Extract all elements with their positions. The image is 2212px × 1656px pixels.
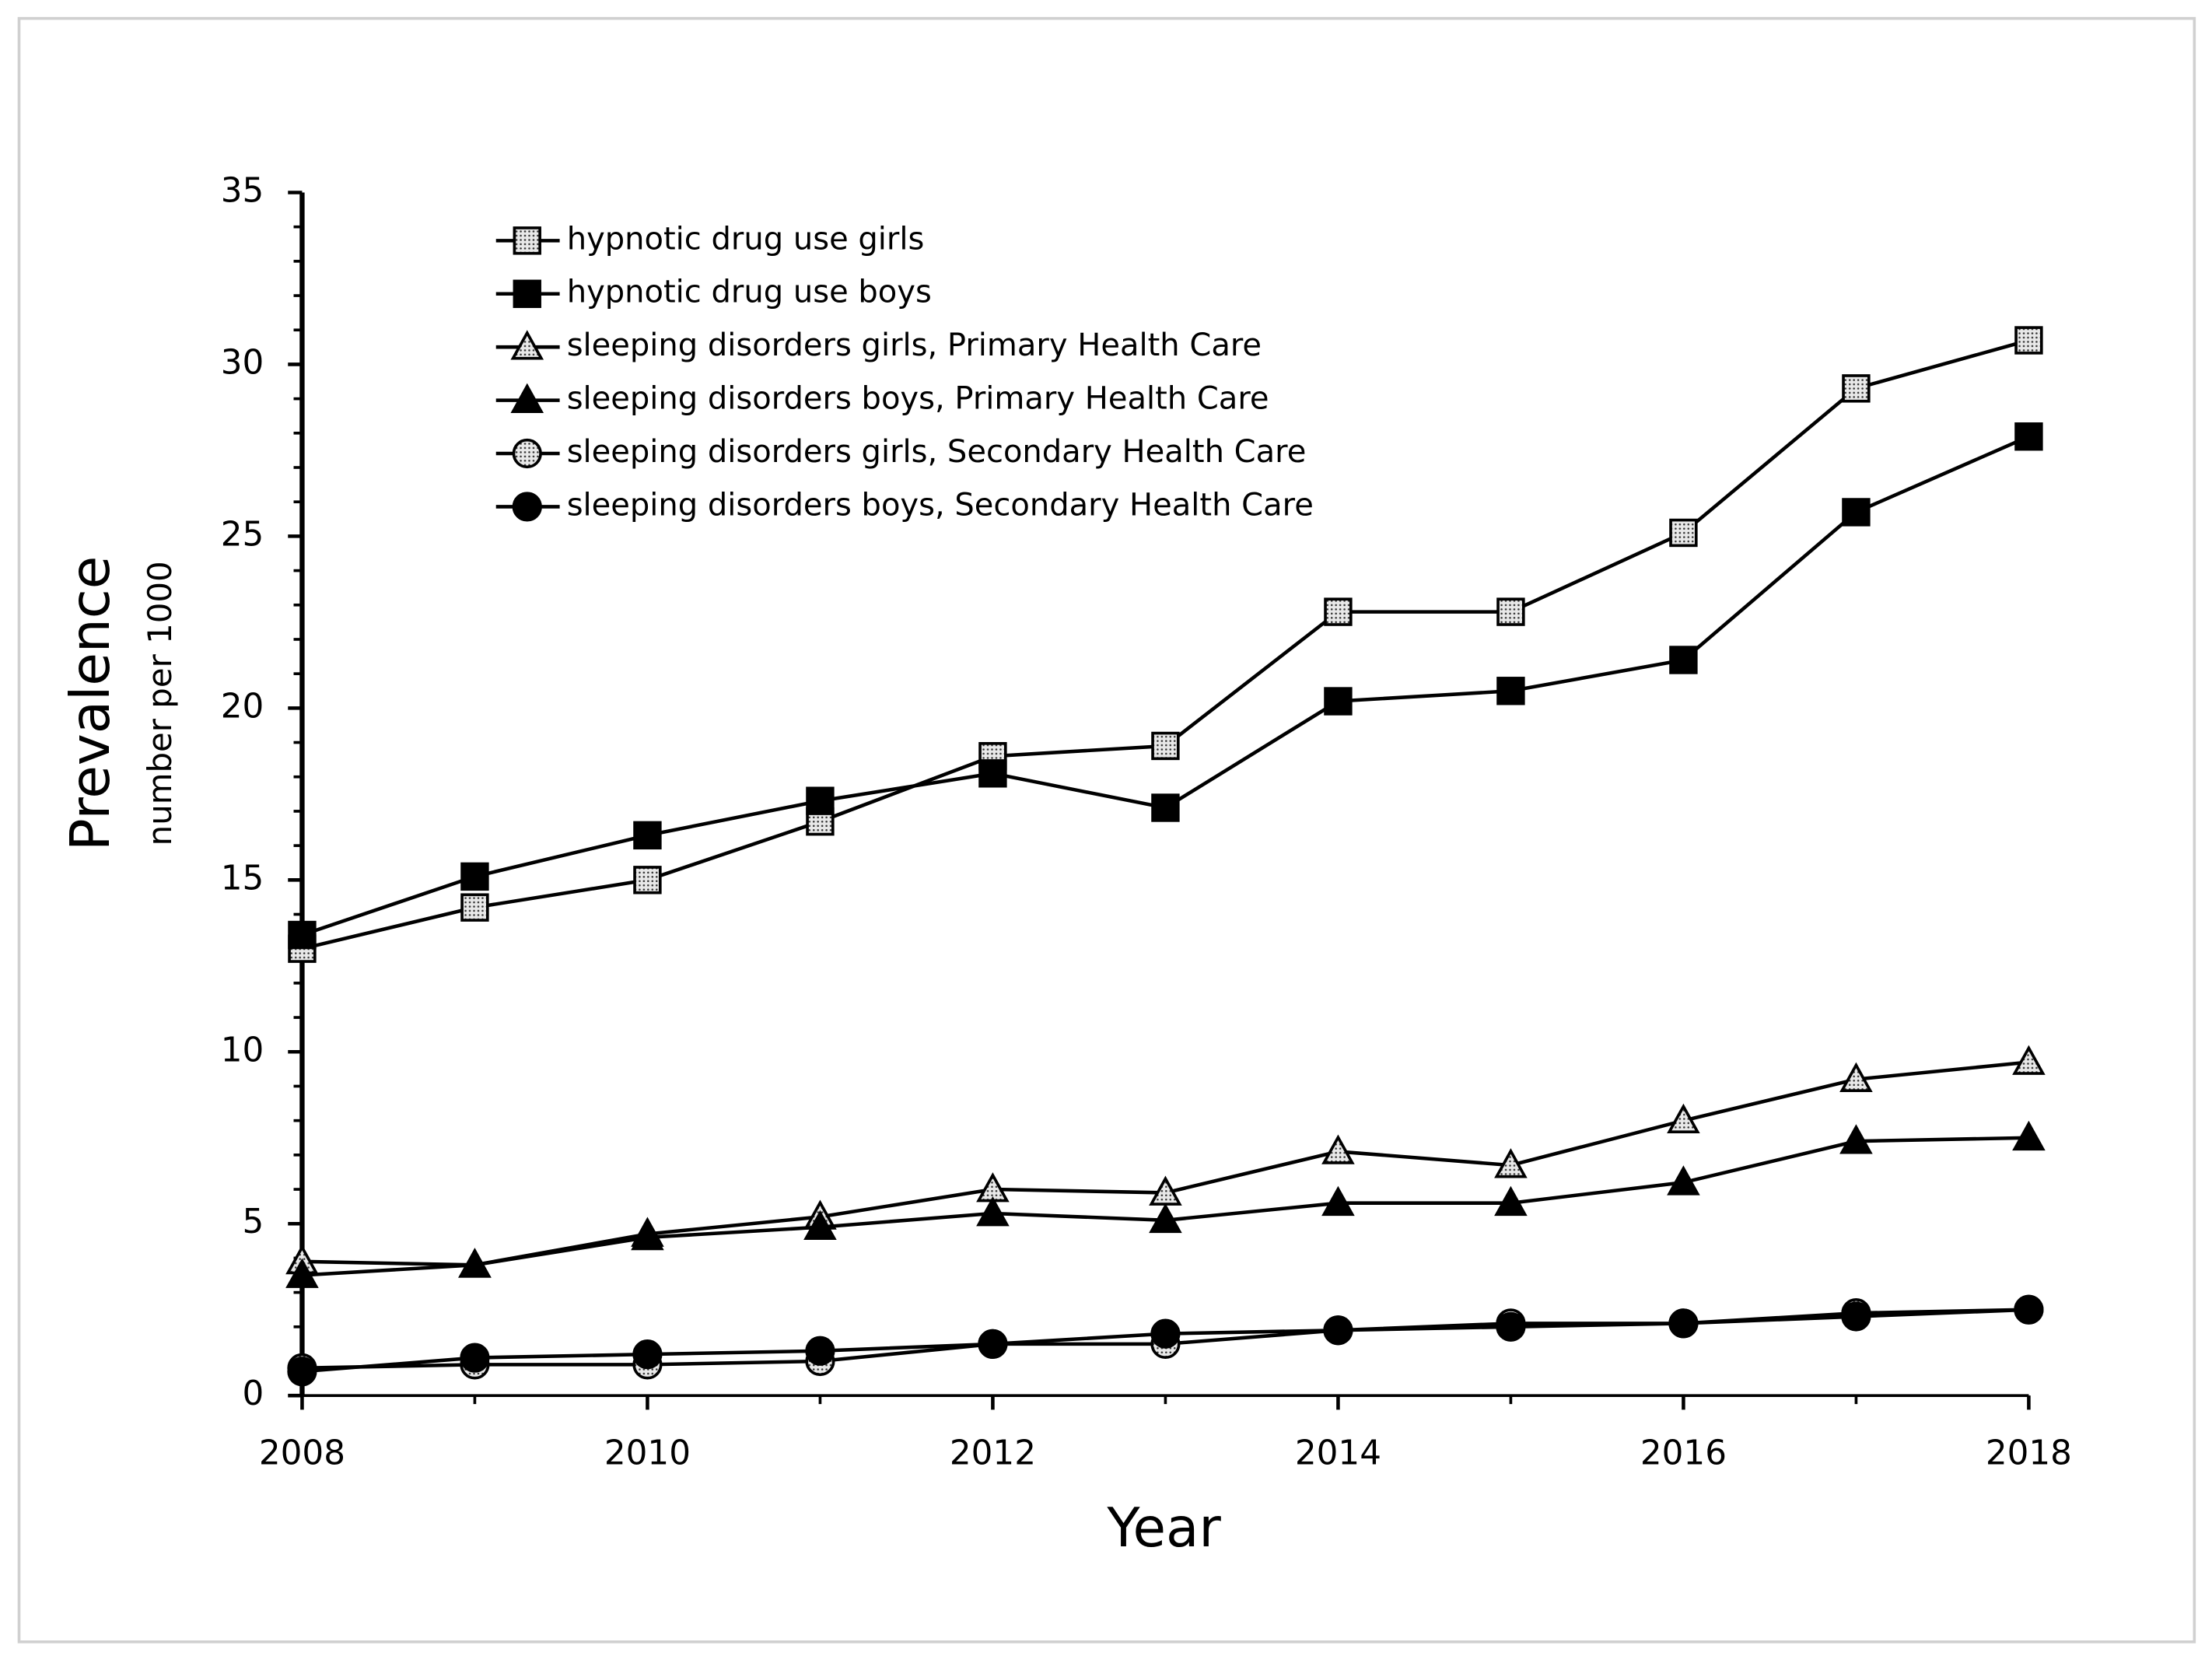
y-tick-label: 30 [221,342,264,382]
marker [632,1339,663,1370]
marker [2014,422,2043,451]
marker [1494,1148,1528,1178]
marker [805,1336,835,1366]
x-tick-label: 2018 [1986,1434,2072,1473]
marker [2014,1294,2044,1325]
y-axis-sublabel: number per 1000 [141,561,179,846]
marker [1669,518,1698,548]
marker [1151,793,1180,822]
legend-marker [510,383,544,413]
marker [287,1357,317,1387]
marker [460,862,489,891]
legend-marker [512,492,542,522]
legend-marker [513,279,541,308]
marker [803,1210,837,1241]
x-tick-label: 2008 [259,1434,345,1473]
legend-label: sleeping disorders boys, Secondary Healt… [567,487,1314,523]
marker [1841,1301,1871,1332]
marker [1324,687,1353,716]
marker [1324,597,1353,626]
marker [1667,1165,1700,1196]
x-tick-label: 2012 [950,1434,1036,1473]
marker [1669,646,1698,674]
marker [1842,498,1871,527]
x-tick-label: 2016 [1640,1434,1727,1473]
marker [1667,1103,1700,1134]
marker [806,786,835,815]
marker [1839,1124,1873,1154]
marker [458,1248,492,1278]
x-tick-label: 2014 [1295,1434,1381,1473]
marker [1496,1311,1526,1342]
x-tick-label: 2010 [604,1434,691,1473]
marker [1321,1185,1355,1217]
marker [460,1343,490,1373]
marker [285,1258,319,1288]
series [285,1120,2046,1288]
marker [2012,1120,2046,1151]
marker [976,1196,1010,1227]
marker [460,893,489,922]
marker [2012,1045,2046,1075]
marker [288,920,317,950]
y-tick-label: 10 [221,1030,264,1070]
marker [1496,677,1525,705]
marker [1150,1318,1181,1349]
y-tick-label: 25 [221,514,264,554]
series [287,1294,2044,1387]
y-tick-label: 0 [243,1374,264,1413]
marker [1321,1134,1355,1164]
marker [1151,731,1180,761]
marker [1323,1315,1353,1346]
x-axis-label: Year [1106,1497,1221,1560]
legend-label: hypnotic drug use boys [567,275,932,310]
y-axis-label: Prevalence [60,556,122,851]
y-tick-label: 15 [221,858,264,898]
marker [633,866,662,895]
marker [1668,1308,1699,1339]
legend-marker [513,226,541,255]
marker [1496,597,1525,626]
legend-label: sleeping disorders boys, Primary Health … [567,381,1269,417]
marker [633,821,662,850]
marker [2014,326,2043,355]
y-tick-label: 20 [221,686,264,726]
legend-marker [510,330,544,360]
legend-label: hypnotic drug use girls [567,221,925,257]
y-tick-label: 35 [221,170,264,210]
marker [978,759,1007,788]
marker [1149,1203,1182,1234]
series [288,422,2043,950]
marker [1494,1185,1528,1217]
legend-marker [512,438,542,469]
marker [1839,1062,1873,1092]
legend-label: sleeping disorders girls, Primary Health… [567,327,1262,363]
y-tick-label: 5 [243,1202,264,1241]
legend-label: sleeping disorders girls, Secondary Heal… [567,434,1307,470]
marker [1842,374,1871,403]
marker [631,1220,664,1251]
marker [978,1329,1008,1360]
chart-frame [17,16,2196,1644]
